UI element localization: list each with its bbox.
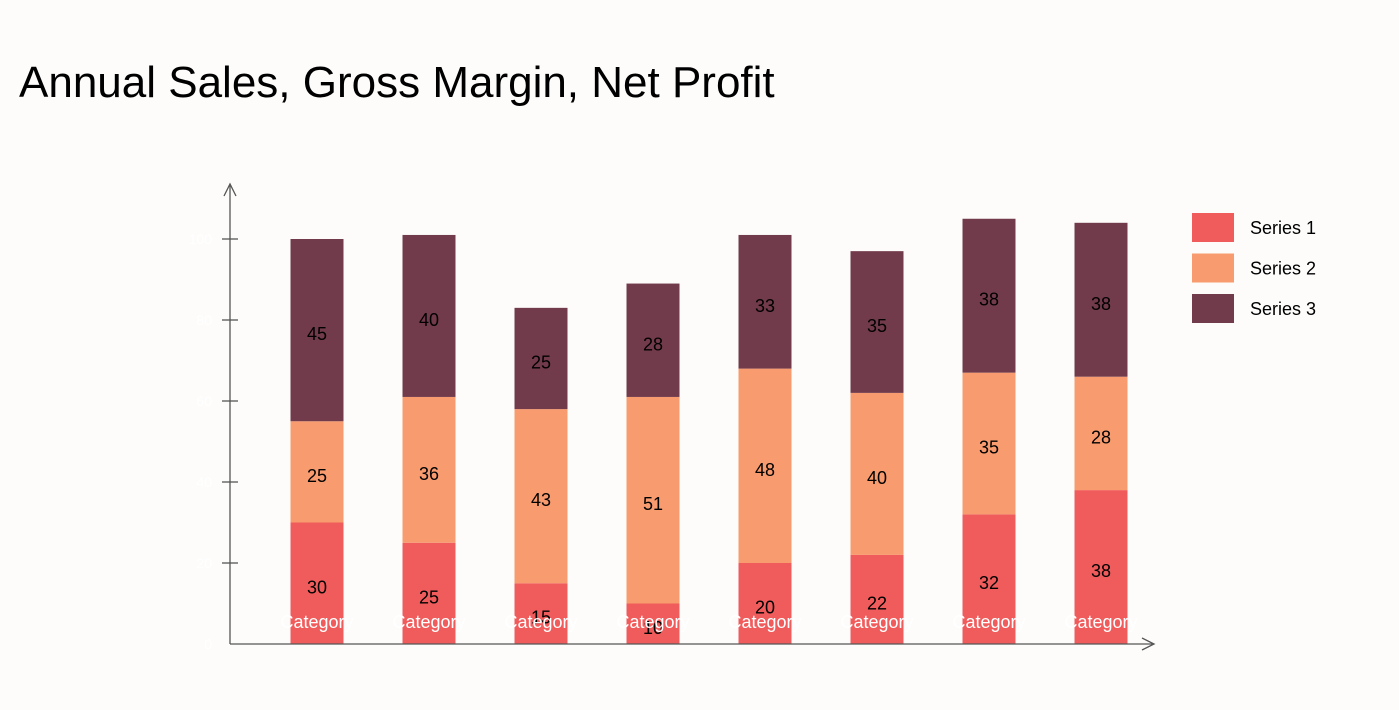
x-tick-label: Category (952, 612, 1025, 632)
x-tick-label: Category (1064, 612, 1137, 632)
bar-series-2 (738, 368, 792, 563)
x-tick-label: Category (280, 612, 353, 632)
data-label: 40 (419, 310, 439, 330)
data-label: 45 (307, 324, 327, 344)
legend-swatch (1192, 253, 1234, 283)
legend-label: Series 2 (1250, 259, 1316, 279)
bar-series-3 (626, 283, 680, 397)
y-tick-label: 100 (189, 231, 213, 247)
x-tick-label: Category (840, 612, 913, 632)
data-label: 43 (531, 490, 551, 510)
data-label: 51 (643, 494, 663, 514)
bar-series-2 (962, 372, 1016, 515)
legend-label: Series 3 (1250, 299, 1316, 319)
data-label: 25 (531, 352, 551, 372)
bar-series-2 (402, 396, 456, 543)
data-label: 15 (531, 608, 551, 628)
bar-series-3 (514, 307, 568, 410)
data-label: 36 (419, 464, 439, 484)
data-label: 38 (1091, 561, 1111, 581)
y-tick-label: 40 (196, 474, 212, 490)
bar-series-2 (850, 392, 904, 555)
data-label: 28 (643, 334, 663, 354)
bar-series-2 (290, 421, 344, 523)
bar-series-3 (402, 234, 456, 397)
bar-series-3 (1074, 222, 1128, 377)
bar-series-1 (962, 514, 1016, 644)
data-label: 38 (1091, 294, 1111, 314)
bar-series-1 (850, 554, 904, 644)
bar-series-1 (626, 603, 680, 644)
bar-series-1 (738, 563, 792, 644)
x-tick-label: Category (616, 612, 689, 632)
data-label: 38 (979, 290, 999, 310)
bar-series-1 (1074, 490, 1128, 644)
bar-series-2 (626, 396, 680, 604)
data-label: 28 (1091, 427, 1111, 447)
x-tick-label: Category (728, 612, 801, 632)
data-label: 22 (867, 593, 887, 613)
legend-swatch (1192, 294, 1234, 323)
data-label: 35 (979, 438, 999, 458)
y-tick-label: 80 (196, 312, 212, 328)
data-label: 48 (755, 460, 775, 480)
bar-series-2 (514, 409, 568, 584)
bar-series-3 (850, 251, 904, 393)
chart-title: Annual Sales, Gross Margin, Net Profit (19, 58, 775, 107)
bar-series-2 (1074, 376, 1128, 491)
data-label: 40 (867, 468, 887, 488)
bar-series-1 (402, 542, 456, 644)
legend-label: Series 1 (1250, 218, 1316, 238)
data-label: 20 (755, 598, 775, 618)
bar-series-1 (514, 583, 568, 644)
y-tick-label: 0 (204, 636, 212, 652)
x-tick-label: Category (392, 612, 465, 632)
data-label: 30 (307, 577, 327, 597)
bar-series-3 (962, 218, 1016, 373)
data-label: 35 (867, 316, 887, 336)
data-label: 10 (643, 618, 663, 638)
y-axis-arrow (223, 182, 237, 197)
data-label: 25 (419, 587, 439, 607)
bar-series-1 (290, 522, 344, 644)
data-label: 33 (755, 296, 775, 316)
x-tick-label: Category (504, 612, 577, 632)
x-axis-arrow (1141, 637, 1156, 651)
data-label: 25 (307, 466, 327, 486)
y-tick-label: 20 (196, 555, 212, 571)
y-tick-label: 60 (196, 393, 212, 409)
data-label: 32 (979, 573, 999, 593)
bar-series-3 (290, 239, 344, 422)
bar-series-3 (738, 234, 792, 369)
legend-swatch (1192, 213, 1234, 242)
